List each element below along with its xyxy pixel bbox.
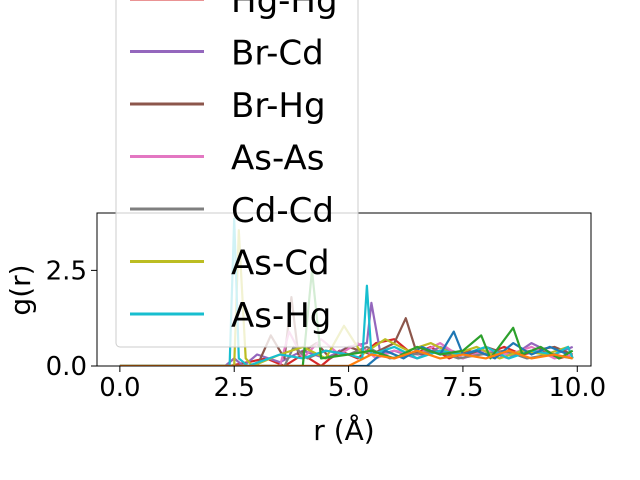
legend-label-hg-hg: Hg-Hg bbox=[231, 0, 338, 21]
series-layer bbox=[119, 217, 574, 366]
legend-label-br-cd: Br-Cd bbox=[231, 34, 324, 74]
x-tick-label: 10.0 bbox=[548, 373, 606, 403]
series-line-unlabeled-9 bbox=[119, 349, 573, 366]
x-axis: 0.0 2.5 5.0 7.5 10.0 bbox=[99, 366, 606, 403]
x-tick-label: 5.0 bbox=[328, 373, 369, 403]
legend-label-as-as: As-As bbox=[231, 139, 324, 179]
legend-label-as-hg: As-Hg bbox=[231, 296, 331, 336]
y-axis-label: g(r) bbox=[4, 264, 37, 315]
legend-label-br-hg: Br-Hg bbox=[231, 86, 326, 126]
x-axis-label: r (Å) bbox=[313, 413, 374, 447]
x-tick-label: 7.5 bbox=[442, 373, 483, 403]
y-tick-label: 2.5 bbox=[46, 256, 87, 286]
x-tick-label: 2.5 bbox=[214, 373, 255, 403]
legend-label-cd-cd: Cd-Cd bbox=[231, 191, 334, 231]
plot-area bbox=[119, 217, 574, 366]
y-tick-label: 0.0 bbox=[46, 352, 87, 382]
series-line-as-cd bbox=[119, 229, 574, 366]
x-tick-label: 0.0 bbox=[99, 373, 140, 403]
legend-label-as-cd: As-Cd bbox=[231, 244, 330, 284]
y-axis: 0.0 2.5 bbox=[46, 256, 97, 382]
legend: Hg-Hg Br-Cd Br-Hg As-As Cd-Cd As-Cd As-Hg bbox=[115, 0, 359, 348]
